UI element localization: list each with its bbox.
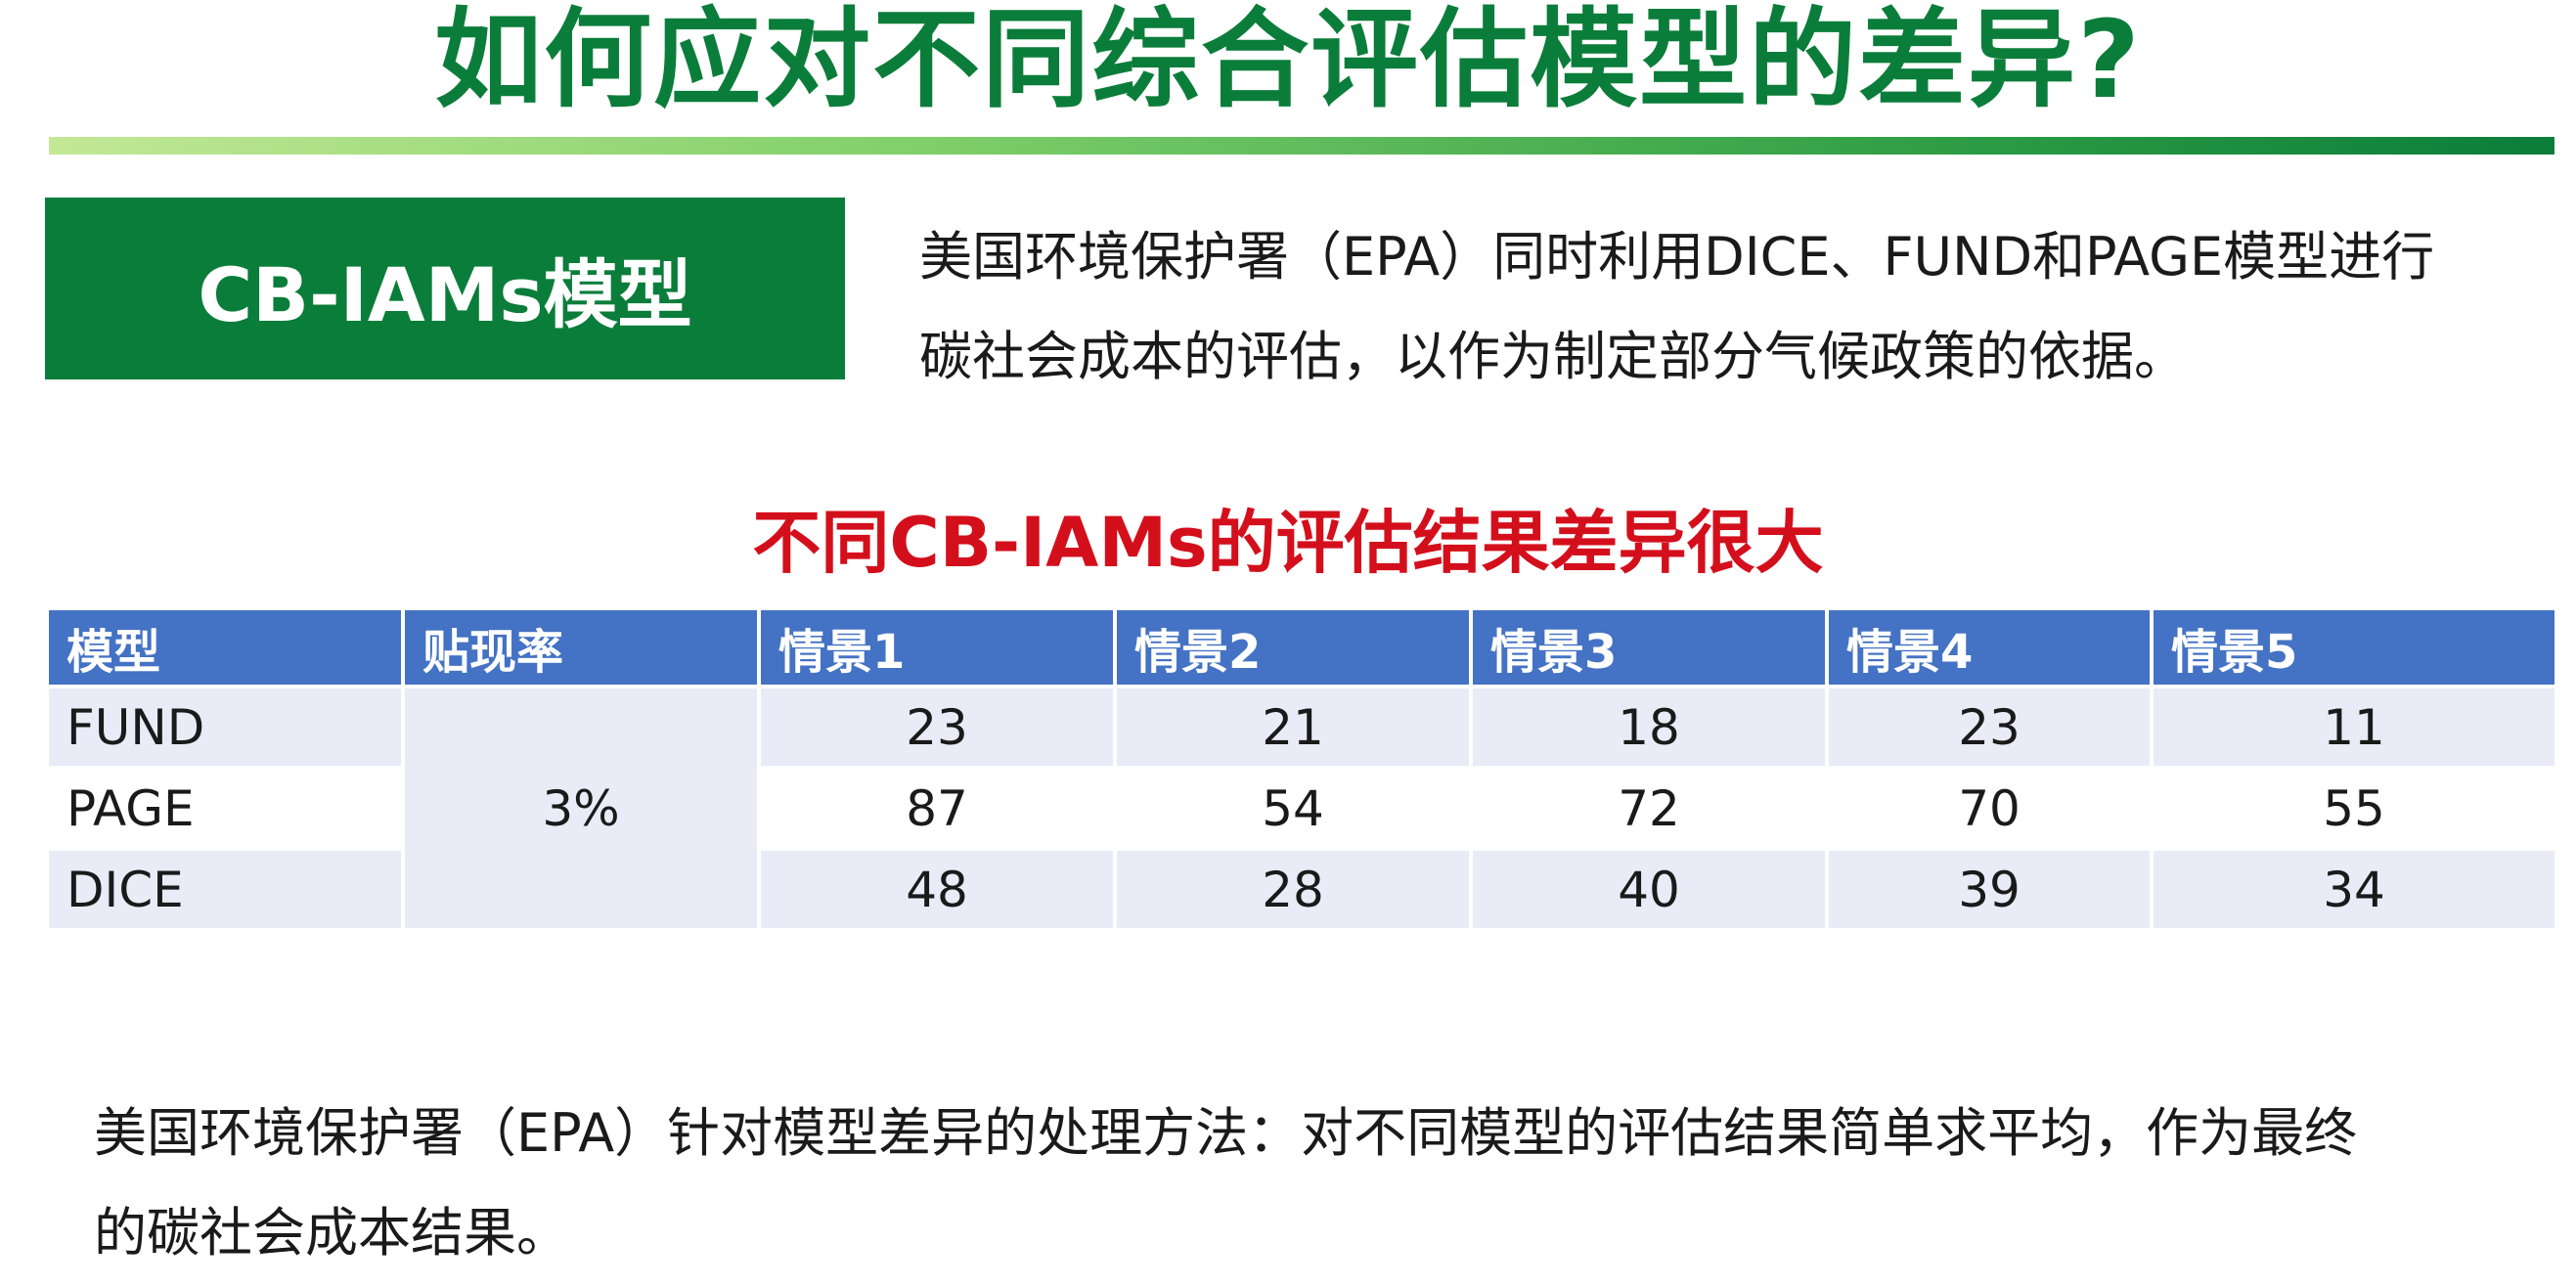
value-cell: 23 [761, 688, 1117, 770]
value-cell: 21 [1117, 688, 1473, 770]
value-cell: 11 [2154, 688, 2554, 770]
value-cell: 48 [761, 851, 1117, 932]
header-cell-model: 模型 [49, 610, 405, 688]
model-cell: PAGE [49, 770, 405, 851]
value-cell: 40 [1473, 851, 1829, 932]
intro-line-2: 碳社会成本的评估，以作为制定部分气候政策的依据。 [919, 326, 2187, 387]
model-cell: FUND [49, 688, 405, 770]
header-cell-scenario-2: 情景2 [1117, 610, 1473, 688]
table-row: DICE 48 28 40 39 34 [49, 851, 2554, 932]
page-title: 如何应对不同综合评估模型的差异? [434, 0, 2142, 122]
value-cell: 39 [1829, 851, 2154, 932]
model-label-box: CB-IAMs模型 [45, 198, 845, 379]
value-cell: 54 [1117, 770, 1473, 851]
model-cell: DICE [49, 851, 405, 932]
table-row: PAGE 87 54 72 70 55 [49, 770, 2554, 851]
value-cell: 55 [2154, 770, 2554, 851]
table-row: FUND 3% 23 21 18 23 11 [49, 688, 2554, 932]
intro-paragraph: 美国环境保护署（EPA）同时利用DICE、FUND和PAGE模型进行 碳社会成本… [919, 207, 2543, 407]
header-cell-discount-rate: 贴现率 [405, 610, 761, 688]
model-label-text: CB-IAMs模型 [198, 251, 692, 338]
title-divider [49, 137, 2554, 155]
footer-line-2: 的碳社会成本结果。 [94, 1202, 569, 1264]
results-table: 模型 贴现率 情景1 情景2 情景3 情景4 情景5 FUND 3% 23 21… [49, 610, 2554, 932]
value-cell: 28 [1117, 851, 1473, 932]
header-cell-scenario-4: 情景4 [1829, 610, 2154, 688]
value-cell: 70 [1829, 770, 2154, 851]
header-cell-scenario-3: 情景3 [1473, 610, 1829, 688]
footer-paragraph: 美国环境保护署（EPA）针对模型差异的处理方法：对不同模型的评估结果简单求平均，… [94, 1084, 2519, 1283]
table-header-row: 模型 贴现率 情景1 情景2 情景3 情景4 情景5 [49, 610, 2554, 688]
intro-line-1: 美国环境保护署（EPA）同时利用DICE、FUND和PAGE模型进行 [919, 226, 2435, 288]
discount-rate-cell: 3% [405, 688, 761, 932]
table-title: 不同CB-IAMs的评估结果差异很大 [752, 503, 1824, 583]
footer-line-1: 美国环境保护署（EPA）针对模型差异的处理方法：对不同模型的评估结果简单求平均，… [94, 1102, 2358, 1164]
header-cell-scenario-5: 情景5 [2154, 610, 2554, 688]
value-cell: 34 [2154, 851, 2554, 932]
header-cell-scenario-1: 情景1 [761, 610, 1117, 688]
value-cell: 87 [761, 770, 1117, 851]
value-cell: 18 [1473, 688, 1829, 770]
value-cell: 23 [1829, 688, 2154, 770]
value-cell: 72 [1473, 770, 1829, 851]
